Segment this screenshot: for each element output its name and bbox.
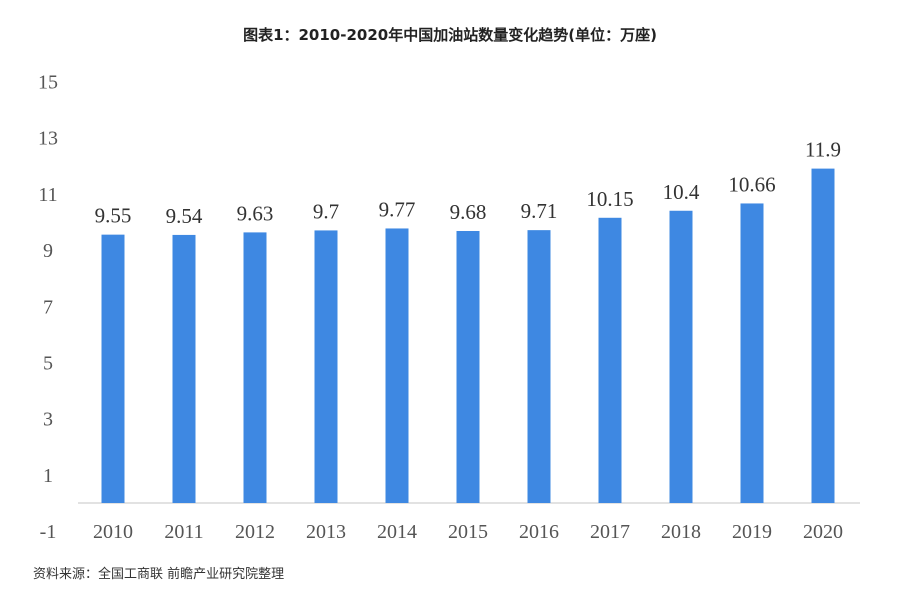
y-tick-label: 5 [43,353,53,375]
x-tick-label: 2019 [732,521,772,543]
x-tick-label: 2012 [235,521,275,543]
y-tick-label: 3 [43,409,53,431]
bar-2020 [811,168,835,504]
bar-2013 [314,230,338,503]
chart-title: 图表1：2010-2020年中国加油站数量变化趋势(单位：万座) [243,26,657,44]
data-label: 10.4 [663,180,700,204]
data-label: 10.66 [728,172,775,196]
x-tick-label: 2013 [306,521,346,543]
x-tick-label: 2015 [448,521,488,543]
data-label: 9.77 [379,197,416,221]
bar-2010 [101,234,125,503]
bar-2019 [740,203,764,504]
data-label: 11.9 [805,138,841,162]
x-tick-label: 2010 [93,521,133,543]
x-tick-label: 2020 [803,521,843,543]
bar-2014 [385,228,409,503]
data-label: 9.68 [450,200,487,224]
x-tick-label: 2014 [377,521,417,543]
bar-2018 [669,210,693,503]
y-tick-label: 9 [43,240,53,262]
y-tick-label: 11 [38,184,57,206]
source-note: 资料来源：全国工商联 前瞻产业研究院整理 [33,567,285,582]
y-tick-label: 13 [38,128,58,150]
bar-2017 [598,217,622,503]
x-tick-label: 2018 [661,521,701,543]
data-label: 9.55 [95,204,132,228]
data-label: 9.7 [313,199,339,223]
data-label: 9.71 [521,199,558,223]
bar-2016 [527,230,551,504]
x-tick-label: 2017 [590,521,630,543]
y-tick-label: 15 [38,72,58,94]
bar-2011 [172,234,196,503]
x-tick-label: 2016 [519,521,559,543]
y-tick-label: 7 [43,296,53,318]
data-label: 10.15 [586,187,633,211]
y-tick-label: -1 [40,521,57,543]
x-tick-label: 2011 [164,521,203,543]
bar-2012 [243,232,267,503]
bar-2015 [456,230,480,503]
data-label: 9.63 [237,201,274,225]
data-label: 9.54 [166,204,203,228]
y-tick-label: 1 [43,465,53,487]
